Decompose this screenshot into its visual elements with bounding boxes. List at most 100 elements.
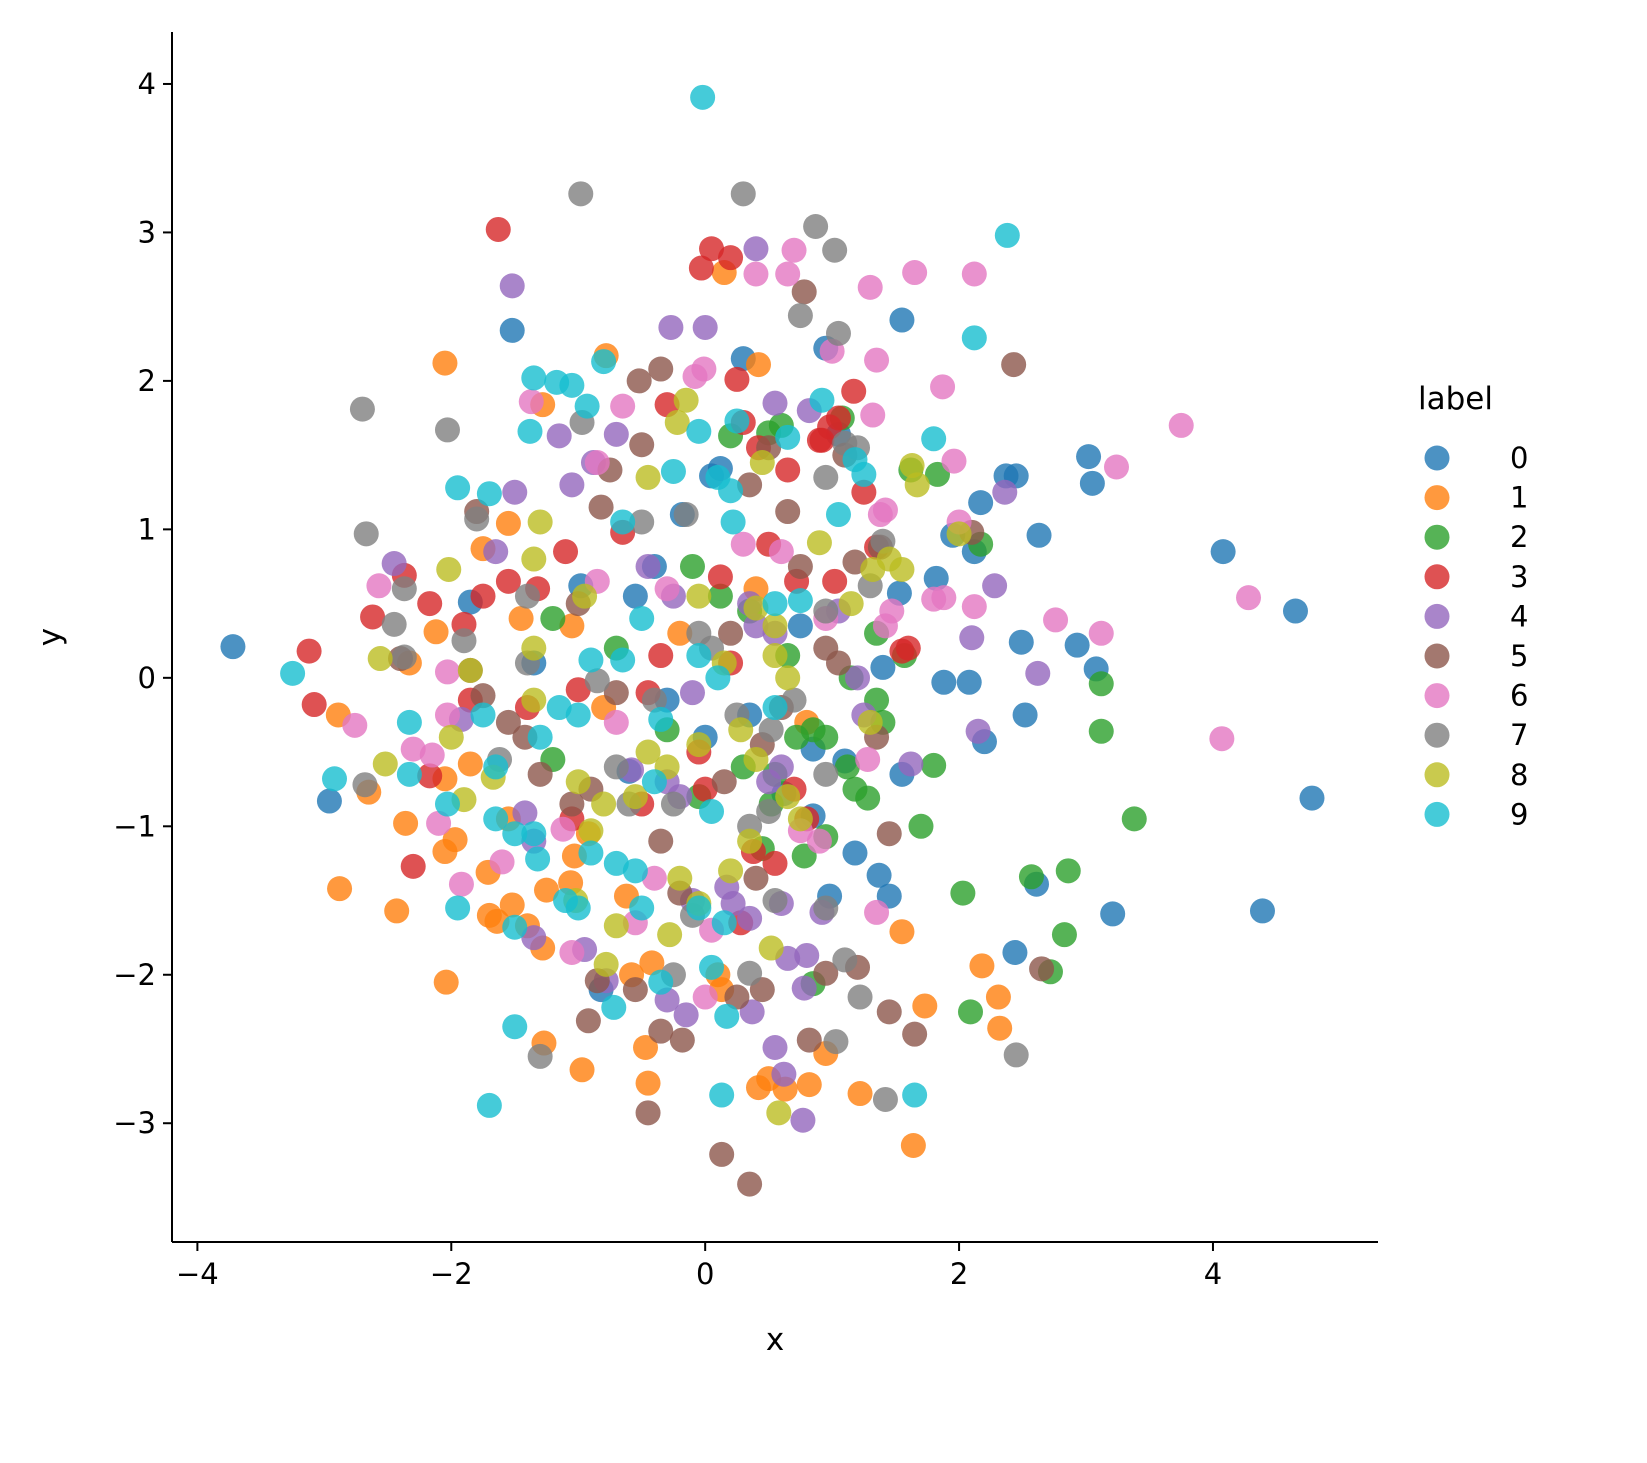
data-point	[372, 751, 398, 777]
data-point	[432, 839, 458, 865]
data-point	[433, 969, 459, 995]
series-6	[342, 237, 1262, 1010]
data-point	[593, 951, 619, 977]
data-point	[822, 237, 848, 263]
data-point	[381, 611, 407, 637]
data-point	[842, 776, 868, 802]
data-point	[762, 643, 788, 669]
data-point	[941, 448, 967, 474]
data-point	[872, 497, 898, 523]
data-point	[743, 595, 769, 621]
data-point	[301, 692, 327, 718]
data-point	[550, 816, 576, 842]
data-point	[517, 418, 543, 444]
data-point	[902, 260, 928, 286]
data-point	[860, 556, 886, 582]
points-layer	[220, 84, 1325, 1197]
data-point	[495, 568, 521, 594]
data-point	[737, 1171, 763, 1197]
data-point	[584, 668, 610, 694]
data-point	[768, 539, 794, 565]
data-point	[813, 464, 839, 490]
y-tick-label: 2	[138, 364, 156, 398]
data-point	[718, 620, 744, 646]
data-point	[737, 472, 763, 498]
data-point	[635, 1070, 661, 1096]
data-point	[657, 922, 683, 948]
x-axis-ticks: −4 −2 0 2 4	[176, 1242, 1222, 1291]
data-point	[667, 620, 693, 646]
data-point	[912, 993, 938, 1019]
data-point	[864, 347, 890, 373]
legend: label 0 1 2 3 4 5 6 7 8 9	[1418, 381, 1528, 831]
data-point	[796, 1072, 822, 1098]
data-point	[1001, 352, 1027, 378]
data-point	[483, 806, 509, 832]
data-point	[1064, 632, 1090, 658]
legend-marker	[1424, 643, 1450, 669]
series-5	[388, 279, 1055, 1197]
data-point	[956, 669, 982, 695]
data-point	[360, 604, 386, 630]
legend-marker	[1424, 683, 1450, 709]
data-point	[806, 828, 832, 854]
data-point	[349, 396, 375, 422]
data-point	[872, 1086, 898, 1112]
data-point	[851, 479, 877, 505]
data-point	[521, 687, 547, 713]
data-point	[1008, 629, 1034, 655]
data-point	[483, 754, 509, 780]
data-point	[639, 950, 665, 976]
data-point	[633, 1035, 659, 1061]
legend-marker	[1424, 603, 1450, 629]
data-point	[502, 914, 528, 940]
data-point	[718, 858, 744, 884]
data-point	[436, 556, 462, 582]
data-point	[423, 619, 449, 645]
y-tick-label: 0	[138, 661, 156, 695]
data-point	[904, 472, 930, 498]
data-point	[692, 776, 718, 802]
data-point	[635, 739, 661, 765]
data-point	[559, 372, 585, 398]
data-point	[762, 1035, 788, 1061]
data-point	[568, 181, 594, 207]
data-point	[690, 84, 716, 110]
data-point	[448, 871, 474, 897]
data-point	[709, 1141, 735, 1167]
data-point	[908, 813, 934, 839]
data-point	[762, 695, 788, 721]
data-point	[781, 687, 807, 713]
data-point	[709, 1082, 735, 1108]
data-point	[648, 969, 674, 995]
x-tick-label: 2	[950, 1257, 968, 1291]
data-point	[419, 742, 445, 768]
data-point	[464, 506, 490, 532]
data-point	[985, 984, 1011, 1010]
data-point	[699, 236, 725, 262]
data-point	[699, 798, 725, 824]
data-point	[857, 709, 883, 735]
data-point	[758, 935, 784, 961]
data-point	[1051, 922, 1077, 948]
data-point	[707, 564, 733, 590]
data-point	[367, 646, 393, 672]
data-point	[648, 1018, 674, 1044]
data-point	[781, 237, 807, 263]
data-point	[622, 858, 648, 884]
y-tick-label: 3	[138, 215, 156, 249]
y-axis-ticks: −3 −2 −1 0 1 2 3 4	[113, 67, 172, 1140]
legend-label: 3	[1510, 560, 1528, 594]
data-point	[527, 724, 553, 750]
data-point	[673, 1002, 699, 1028]
data-point	[622, 784, 648, 810]
data-point	[660, 791, 686, 817]
data-point	[518, 389, 544, 415]
data-point	[508, 605, 534, 631]
series-9	[280, 84, 1020, 1118]
data-point	[982, 573, 1008, 599]
data-point	[813, 598, 839, 624]
data-point	[921, 426, 947, 452]
data-point	[1055, 858, 1081, 884]
data-point	[584, 450, 610, 476]
